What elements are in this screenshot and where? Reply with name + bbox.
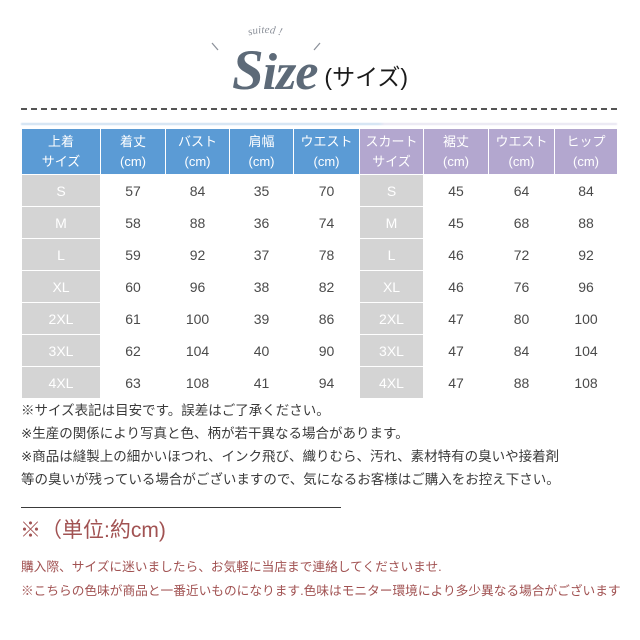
svg-text:suited !: suited ! <box>246 24 284 39</box>
